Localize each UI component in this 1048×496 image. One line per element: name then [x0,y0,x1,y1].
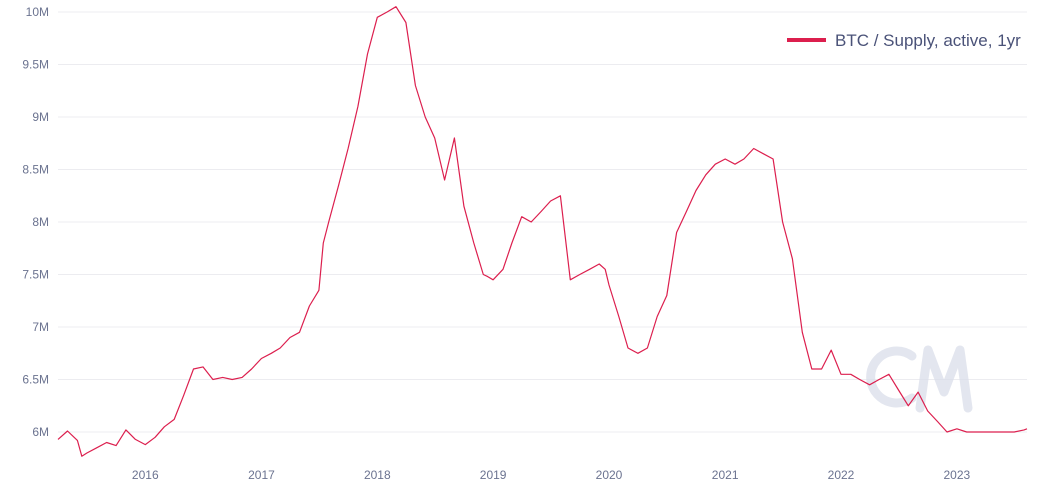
y-tick-label: 10M [26,5,49,19]
x-tick-label: 2016 [132,468,159,482]
y-tick-label: 7.5M [22,268,49,282]
y-axis-tick-labels: 6M 6.5M 7M 7.5M 8M 8.5M 9M 9.5M 10M [22,5,49,439]
y-tick-label: 6M [32,425,49,439]
y-tick-label: 9.5M [22,58,49,72]
x-tick-label: 2017 [248,468,275,482]
x-tick-label: 2022 [828,468,855,482]
legend[interactable]: BTC / Supply, active, 1yr [787,31,1021,50]
y-tick-label: 9M [32,110,49,124]
watermark-c-icon [866,346,917,408]
y-tick-label: 6.5M [22,373,49,387]
x-tick-label: 2020 [596,468,623,482]
x-tick-label: 2019 [480,468,507,482]
y-tick-label: 7M [32,320,49,334]
x-tick-label: 2023 [944,468,971,482]
legend-label: BTC / Supply, active, 1yr [835,31,1021,50]
y-tick-label: 8M [32,215,49,229]
watermark-logo [866,345,973,413]
grid-lines [58,11,1027,433]
x-tick-label: 2021 [712,468,739,482]
series-lines [57,6,1028,457]
x-tick-label: 2018 [364,468,391,482]
x-axis-tick-labels: 2016 2017 2018 2019 2020 2021 2022 2023 [132,468,971,482]
watermark-m-icon [915,345,973,413]
y-tick-label: 8.5M [22,163,49,177]
series-line[interactable] [57,6,1028,457]
